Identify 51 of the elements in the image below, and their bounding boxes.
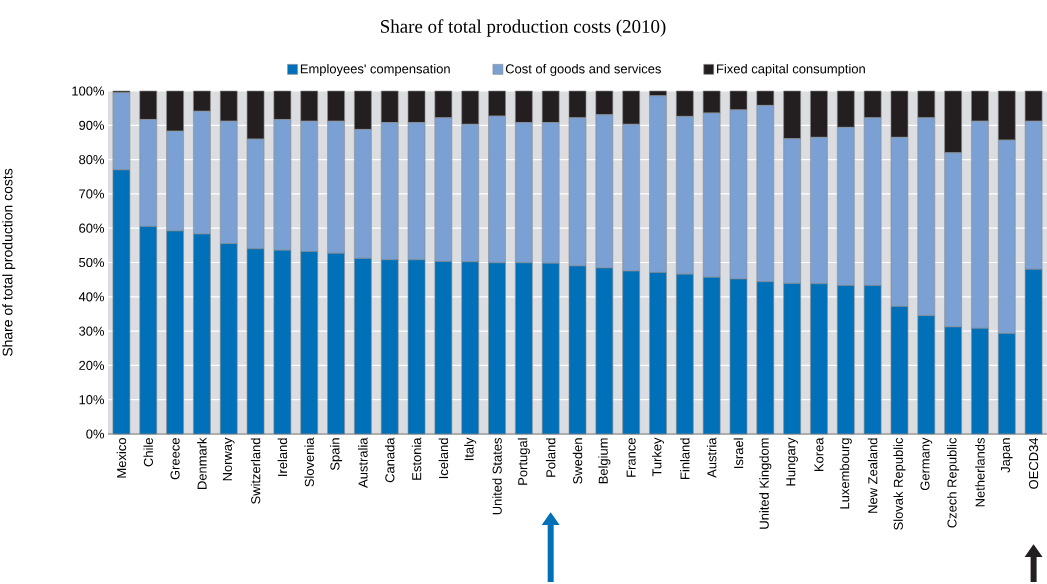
y-tick-label: 60% bbox=[79, 223, 105, 233]
x-tick-label: Greece bbox=[170, 438, 180, 480]
x-tick-label: Finland bbox=[680, 438, 690, 479]
x-tick-label: Austria bbox=[706, 437, 717, 478]
x-tick-label: Norway bbox=[222, 437, 235, 481]
x-tick-label: Spain bbox=[330, 438, 343, 471]
x-tick-label: Belgium bbox=[598, 438, 611, 484]
y-tick-label: 20% bbox=[79, 360, 105, 370]
x-tick-label: Poland bbox=[545, 438, 556, 477]
y-tick-label: 10% bbox=[79, 395, 105, 405]
y-tick-label: 70% bbox=[79, 189, 105, 199]
x-tick-label: Czech Republic bbox=[947, 437, 960, 528]
x-tick-label: OECD34 bbox=[1029, 437, 1039, 489]
x-tick-label: Netherlands bbox=[975, 438, 985, 507]
x-tick-label: Slovenia bbox=[304, 437, 314, 487]
x-tick-label: Japan bbox=[1000, 438, 1013, 473]
y-tick-label: 90% bbox=[79, 120, 105, 130]
x-tick-label: Switzerland bbox=[250, 438, 261, 504]
x-tick-label: Israel bbox=[733, 438, 744, 468]
x-tick-label: Italy bbox=[464, 437, 477, 461]
y-tick-label: 0% bbox=[86, 429, 105, 439]
legend-label: Cost of goods and services bbox=[505, 63, 661, 76]
x-tick-label: Portugal bbox=[517, 438, 530, 485]
legend-label: Employees' compensation bbox=[300, 63, 450, 76]
x-tick-label: Turkey bbox=[651, 437, 665, 477]
chart-title: Share of total production costs (2010) bbox=[381, 19, 666, 37]
y-tick-label: 50% bbox=[79, 257, 105, 268]
x-tick-label: Iceland bbox=[438, 438, 449, 479]
x-tick-label: Canada bbox=[384, 437, 395, 483]
x-tick-label: Hungary bbox=[786, 437, 798, 486]
x-tick-label: Mexico bbox=[116, 438, 127, 478]
y-tick-label: 100% bbox=[72, 86, 105, 96]
x-tick-label: Luxembourg bbox=[839, 438, 852, 509]
y-tick-label: 40% bbox=[78, 292, 105, 302]
y-tick-label: 80% bbox=[79, 155, 105, 165]
x-tick-label: Ireland bbox=[277, 438, 288, 476]
x-tick-label: Chile bbox=[143, 438, 153, 467]
x-tick-label: United States bbox=[492, 438, 502, 515]
x-tick-label: United Kingdom bbox=[759, 438, 772, 529]
x-tick-label: Germany bbox=[920, 437, 933, 491]
legend-label: Fixed capital consumption bbox=[717, 63, 865, 76]
x-tick-label: Korea bbox=[814, 437, 824, 472]
x-tick-label: Slovak Republic bbox=[893, 437, 906, 530]
x-tick-label: Sweden bbox=[572, 438, 583, 484]
x-tick-label: France bbox=[626, 438, 636, 477]
x-tick-label: New Zealand bbox=[867, 438, 878, 513]
x-tick-label: Denmark bbox=[197, 437, 207, 489]
y-tick-label: 30% bbox=[79, 326, 105, 336]
x-tick-label: Australia bbox=[358, 437, 368, 488]
x-tick-label: Estonia bbox=[411, 437, 422, 480]
y-axis-title: Share of total production costs bbox=[2, 168, 16, 357]
